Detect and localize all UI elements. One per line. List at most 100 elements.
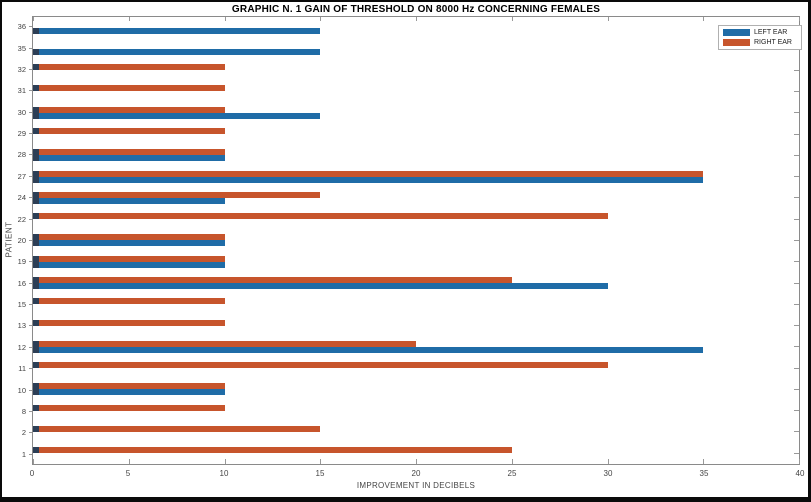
right-axis-tick [794, 452, 799, 454]
bar-right-ear-2 [33, 425, 321, 432]
patient-row-2 [33, 421, 799, 442]
patient-row-15 [33, 294, 799, 315]
y-tick-label-29: 29 [17, 129, 26, 139]
x-axis-top-tick [224, 17, 226, 21]
right-axis-tick [794, 112, 799, 114]
patient-row-28 [33, 145, 799, 166]
legend: LEFT EAR RIGHT EAR [718, 25, 802, 50]
y-axis-tick [29, 218, 32, 220]
y-tick-label-32: 32 [17, 64, 26, 74]
bar-left-ear-10 [33, 389, 225, 396]
right-axis-tick [794, 346, 799, 348]
bar-left-ear-28 [33, 155, 225, 162]
y-tick-labels: 36 35 32 31 30 29 28 27 24 22 20 19 16 15 13 12 11 10 8 2 1 [2, 16, 29, 465]
x-axis-top-tick [511, 17, 513, 21]
right-axis-tick [794, 154, 799, 156]
x-axis-top-tick [416, 17, 417, 21]
bar-right-ear-24 [33, 191, 321, 198]
y-axis-tick [29, 410, 32, 412]
patient-row-30 [33, 102, 799, 123]
bar-left-ear-36 [33, 27, 321, 34]
legend-item-left-ear: LEFT EAR [723, 29, 797, 36]
bar-right-ear-8 [33, 404, 225, 411]
y-axis-tick [29, 304, 32, 306]
left-ear-swatch-icon [723, 29, 750, 36]
bar-left-ear-16 [33, 283, 608, 290]
y-axis-tick [29, 133, 32, 135]
patient-row-13 [33, 315, 799, 336]
y-tick-label-1: 1 [21, 449, 26, 459]
x-tick-label-25: 25 [507, 469, 517, 478]
y-tick-label-20: 20 [17, 235, 26, 245]
patient-row-35 [33, 38, 799, 59]
x-tick-label-5: 5 [125, 469, 131, 478]
x-axis-top-tick [320, 17, 322, 21]
chart-title: GRAPHIC N. 1 GAIN OF THRESHOLD ON 8000 H… [231, 4, 601, 15]
y-tick-label-27: 27 [17, 171, 26, 181]
y-tick-label-24: 24 [17, 193, 26, 203]
plot-area [32, 16, 800, 465]
right-axis-tick [794, 69, 799, 71]
y-tick-label-13: 13 [17, 321, 26, 331]
right-axis-tick [794, 239, 799, 241]
y-tick-label-15: 15 [17, 300, 26, 310]
y-tick-label-36: 36 [17, 22, 26, 32]
patient-row-20 [33, 230, 799, 251]
y-tick-label-10: 10 [17, 385, 26, 395]
patient-row-1 [33, 443, 799, 464]
bar-right-ear-12 [33, 340, 416, 347]
bar-right-ear-29 [33, 128, 225, 135]
y-tick-label-30: 30 [17, 107, 26, 117]
x-axis-tick [224, 459, 226, 464]
y-axis-tick [29, 111, 32, 113]
bar-right-ear-20 [33, 234, 225, 241]
y-tick-label-16: 16 [17, 278, 26, 288]
right-axis-tick [794, 431, 799, 433]
x-tick-labels: 0 5 10 15 20 25 30 35 40 [29, 469, 805, 479]
patient-row-22 [33, 209, 799, 230]
x-axis-top-tick [607, 17, 609, 21]
right-axis-ticks [794, 17, 799, 464]
y-axis-tick [29, 175, 32, 177]
bar-right-ear-22 [33, 213, 608, 220]
right-axis-tick [794, 325, 799, 327]
x-axis-top-tick [33, 17, 34, 21]
y-axis-tick [29, 453, 32, 455]
y-tick-label-2: 2 [21, 428, 26, 438]
x-tick-label-40: 40 [795, 469, 805, 478]
patient-row-36 [33, 17, 799, 38]
right-axis-tick [794, 388, 799, 390]
bar-right-ear-10 [33, 383, 225, 390]
right-axis-tick [794, 261, 799, 263]
right-axis-tick [794, 367, 799, 369]
legend-item-right-ear: RIGHT EAR [723, 39, 797, 46]
bar-right-ear-13 [33, 319, 225, 326]
patient-row-11 [33, 358, 799, 379]
bar-right-ear-28 [33, 149, 225, 156]
x-tick-label-20: 20 [411, 469, 421, 478]
y-axis-tick [29, 261, 32, 263]
x-axis-tick [799, 459, 800, 464]
y-axis-ticks [29, 16, 32, 465]
x-axis-top-tick [703, 17, 705, 21]
legend-label-right-ear: RIGHT EAR [754, 39, 792, 46]
y-axis-tick [29, 346, 32, 348]
y-axis-tick [29, 368, 32, 370]
bar-right-ear-32 [33, 64, 225, 71]
x-tick-label-35: 35 [699, 469, 709, 478]
x-tick-label-0: 0 [29, 469, 35, 478]
right-ear-swatch-icon [723, 39, 750, 46]
bar-left-ear-12 [33, 346, 704, 353]
bar-right-ear-19 [33, 255, 225, 262]
bar-left-ear-20 [33, 240, 225, 247]
right-axis-tick [794, 176, 799, 178]
y-tick-label-12: 12 [17, 342, 26, 352]
bar-right-ear-31 [33, 85, 225, 92]
y-axis-tick [29, 68, 32, 70]
patient-row-8 [33, 400, 799, 421]
bar-right-ear-30 [33, 106, 225, 113]
bar-right-ear-27 [33, 170, 704, 177]
patient-row-31 [33, 81, 799, 102]
y-axis-tick [29, 47, 32, 49]
y-axis-tick [29, 239, 32, 241]
